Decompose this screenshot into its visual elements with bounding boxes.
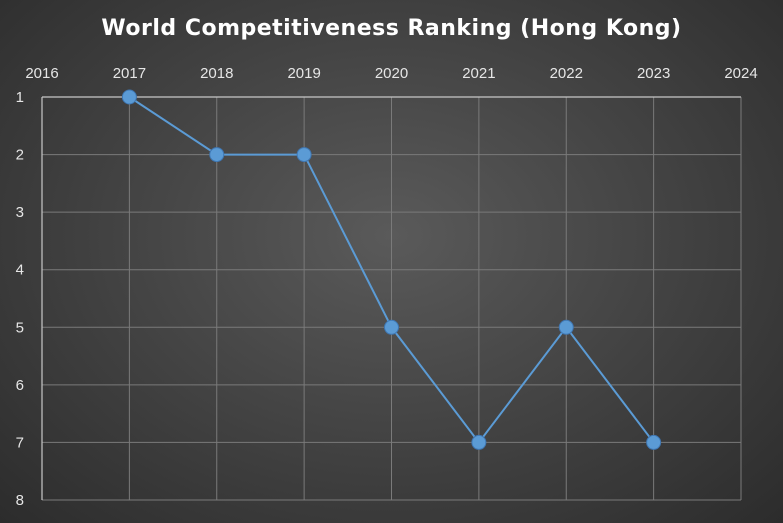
x-tick-label-2024: 2024 (724, 65, 757, 82)
y-tick-label-4: 4 (16, 262, 24, 279)
y-tick-label-5: 5 (16, 319, 24, 336)
x-tick-label-2016: 2016 (25, 65, 58, 82)
y-tick-label-2: 2 (16, 147, 24, 164)
x-tick-label-2017: 2017 (113, 65, 146, 82)
y-tick-label-3: 3 (16, 204, 24, 221)
chart-title: World Competitiveness Ranking (Hong Kong… (101, 16, 682, 41)
data-point-2018 (209, 147, 225, 163)
x-tick-label-2022: 2022 (550, 65, 583, 82)
x-tick-label-2023: 2023 (637, 65, 670, 82)
y-tick-label-1: 1 (16, 89, 24, 106)
y-tick-label-7: 7 (16, 434, 24, 451)
y-tick-label-6: 6 (16, 377, 24, 394)
data-point-2023 (646, 434, 662, 450)
x-tick-label-2019: 2019 (287, 65, 320, 82)
x-tick-label-2020: 2020 (375, 65, 408, 82)
data-point-2017 (121, 89, 137, 105)
y-tick-label-8: 8 (16, 492, 24, 509)
x-tick-label-2018: 2018 (200, 65, 233, 82)
data-point-2021 (471, 434, 487, 450)
x-tick-label-2021: 2021 (462, 65, 495, 82)
data-point-2020 (384, 319, 399, 335)
data-point-2022 (558, 319, 574, 335)
data-point-2019 (296, 147, 312, 163)
